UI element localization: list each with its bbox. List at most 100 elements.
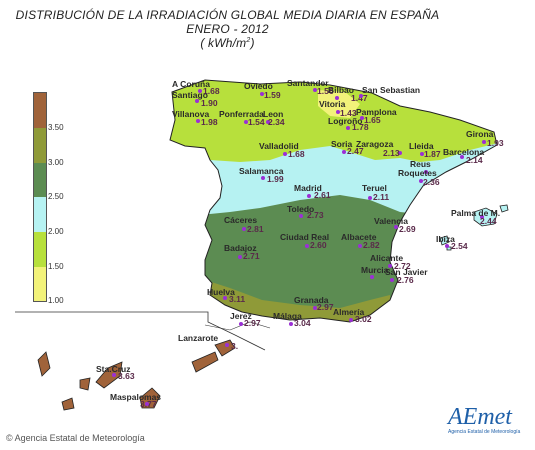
legend-label-1-00: 1.00: [48, 296, 64, 305]
station-dot-malaga: [289, 322, 293, 326]
station-name-san-javier: San Javier: [385, 267, 428, 277]
legend-label-1-50: 1.50: [48, 262, 64, 271]
menorca-island: [499, 204, 509, 213]
station-dot-valladolid: [283, 152, 287, 156]
station-value-salamanca: 1.99: [267, 174, 284, 184]
station-name-oviedo: Oviedo: [244, 81, 273, 91]
station-name-san-sebastian: San Sebastian: [362, 85, 421, 95]
station-dot-lanzarote: [225, 343, 229, 347]
legend-band-2-00-2-50: [34, 197, 46, 232]
station-name-granada: Granada: [294, 295, 329, 305]
station-dot-lleida: [420, 152, 424, 156]
station-value-ibiza: 2.54: [451, 241, 468, 251]
station-dot-barcelona: [460, 155, 464, 159]
station-name-girona: Girona: [466, 129, 494, 139]
station-name-alicante: Alicante: [370, 253, 404, 263]
legend-band-3-00-3-50: [34, 128, 46, 163]
station-dot-ponferrada: [244, 120, 248, 124]
station-name-malaga: Málaga: [273, 311, 302, 321]
station-value-roquetes: 2.36: [423, 177, 440, 187]
station-name-ponferrada: Ponferrada: [219, 109, 264, 119]
map-units: ( kWh/m2): [200, 36, 255, 50]
legend-band-3-50-plus: [34, 93, 46, 128]
legend-label-3-00: 3.00: [48, 158, 64, 167]
station-name-soria: Soria: [331, 139, 353, 149]
station-dot-san-sebastian: [359, 94, 363, 98]
station-name-roquetes: Roquetes: [398, 168, 437, 178]
station-dot-alicante: [388, 264, 392, 268]
station-name-sta-cruz: Sta.Cruz: [96, 364, 131, 374]
aemet-logo: AEmet Agencia Estatal de Meteorología: [448, 404, 530, 435]
station-value-a-coruna: 1.68: [203, 86, 220, 96]
station-name-a-coruna: A Coruña: [172, 79, 210, 89]
station-dot-badajoz: [238, 255, 242, 259]
station-dot-murcia: [370, 275, 374, 279]
station-dot-teruel: [368, 196, 372, 200]
formentera-island: [446, 246, 452, 251]
station-dot-ciudad-real: [305, 244, 309, 248]
station-dot-villanova: [196, 119, 200, 123]
station-dot-jerez: [239, 322, 243, 326]
station-value-soria: 2.47: [347, 146, 364, 156]
aemet-logo-text: AEmet: [448, 404, 512, 430]
station-value-vitoria: 1.43: [340, 108, 357, 118]
station-value-santiago: 1.90: [201, 98, 218, 108]
station-value-ciudad-real: 2.60: [310, 240, 327, 250]
copyright-text: © Agencia Estatal de Meteorología: [6, 433, 145, 443]
station-dot-santiago: [195, 99, 199, 103]
fuerteventura-island: [191, 351, 219, 373]
station-dot-girona: [482, 140, 486, 144]
africa-coastline: [204, 321, 271, 331]
station-value-maspalomas: 3.77: [140, 399, 157, 409]
station-value-san-javier: 2.76: [397, 275, 414, 285]
station-value-almeria: 3.02: [355, 314, 372, 324]
ibiza-island: [439, 235, 450, 246]
la-palma-island: [37, 351, 51, 377]
station-value-badajoz: 2.71: [243, 251, 260, 261]
station-dot-san-javier: [390, 278, 394, 282]
station-value-toledo: 2.73: [307, 210, 324, 220]
station-value-madrid: 2.61: [314, 190, 331, 200]
station-dot-palma: [480, 215, 484, 219]
station-name-ciudad-real: Ciudad Real: [280, 232, 330, 242]
station-name-albacete: Albacete: [341, 232, 377, 242]
station-value-valladolid: 1.68: [288, 149, 305, 159]
legend-label-3-50: 3.50: [48, 123, 64, 132]
station-name-almeria: Almería: [333, 307, 365, 317]
legend-label-2-00: 2.00: [48, 227, 64, 236]
station-value-pamplona: 1.65: [364, 115, 381, 125]
station-value-teruel: 2.11: [373, 192, 390, 202]
station-dot-reus: [424, 170, 428, 174]
station-dot-maspalomas: [145, 402, 149, 406]
canary-separator: [15, 311, 266, 351]
color-legend: [33, 92, 47, 302]
station-value-lleida: 1.87: [424, 149, 441, 159]
station-name-logrono: Logroño: [328, 116, 363, 126]
station-name-murcia: Murcia: [361, 265, 389, 275]
station-dot-logrono: [346, 126, 350, 130]
station-dot-oviedo: [260, 92, 264, 96]
station-value-granada: 2.97: [317, 302, 334, 312]
station-value-lanzarote: 3.: [231, 341, 239, 351]
station-value-sta-cruz: 3.63: [118, 371, 135, 381]
station-dot-granada: [313, 306, 317, 310]
legend-label-2-50: 2.50: [48, 192, 64, 201]
station-dot-almeria: [349, 318, 353, 322]
tenerife-island: [95, 361, 123, 389]
map-title: DISTRIBUCIÓN DE LA IRRADIACIÓN GLOBAL ME…: [15, 8, 440, 22]
station-dot-sta-cruz: [112, 373, 116, 377]
station-name-bilbao: Bilbao: [328, 85, 354, 95]
station-name-jerez: Jerez: [230, 311, 252, 321]
station-value-villanova: 1.98: [201, 117, 218, 127]
station-value-palma: 2.44: [480, 216, 497, 226]
station-name-valencia: Valencia: [374, 216, 409, 226]
station-value-alicante: 2.72: [394, 261, 411, 271]
station-name-leon: Leon: [263, 109, 284, 119]
station-value-malaga: 3.04: [294, 318, 311, 328]
station-name-santiago: Santiago: [172, 90, 208, 100]
station-name-caceres: Cáceres: [224, 215, 258, 225]
legend-band-1-00-1-50: [34, 267, 46, 301]
station-dot-pamplona: [360, 116, 364, 120]
station-name-ibiza: Ibiza: [436, 234, 455, 244]
legend-band-2-50-3-00: [34, 163, 46, 197]
